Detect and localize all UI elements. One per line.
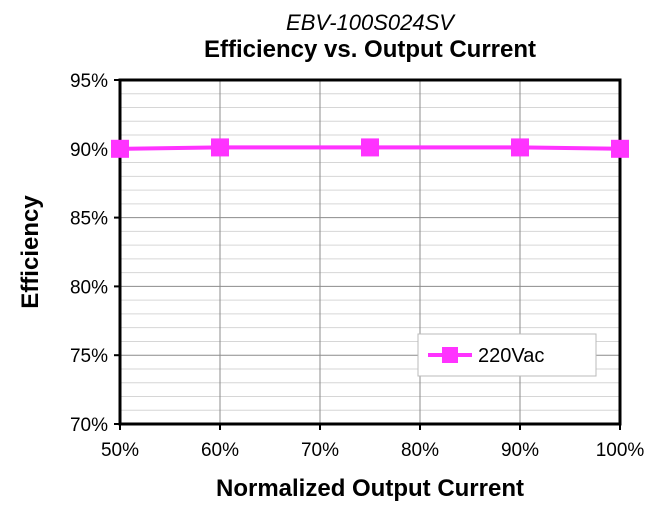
series-layer <box>111 138 629 158</box>
y-tick-label: 75% <box>70 346 108 367</box>
y-tick-label: 90% <box>70 140 108 161</box>
minor-gridlines <box>120 93 620 411</box>
y-tick-label: 85% <box>70 209 108 230</box>
y-tick-label: 80% <box>70 277 108 298</box>
x-tick-label: 80% <box>401 440 439 461</box>
legend: 220Vac <box>417 333 597 377</box>
data-point <box>211 138 229 157</box>
data-point <box>361 138 379 157</box>
x-tick-label: 60% <box>201 440 239 461</box>
chart-subtitle: EBV-100S024SV <box>286 10 456 35</box>
legend-marker <box>442 347 458 363</box>
x-tick-label: 70% <box>301 440 339 461</box>
x-tick-label: 100% <box>596 440 645 461</box>
y-tick-label: 95% <box>70 71 108 92</box>
x-axis-label: Normalized Output Current <box>216 475 524 502</box>
data-point <box>511 138 529 157</box>
data-point <box>611 139 629 158</box>
legend-label: 220Vac <box>478 345 544 367</box>
x-tick-label: 90% <box>501 440 539 461</box>
plot-area-border <box>118 78 622 426</box>
x-tick-label: 50% <box>101 440 139 461</box>
x-axis-ticks: 50% 60% 70% 80% 90% 100% <box>101 424 644 461</box>
y-tick-label: 70% <box>70 415 108 436</box>
data-point <box>111 139 129 158</box>
y-axis-ticks: 70% 75% 80% 85% 90% 95% <box>70 71 120 436</box>
y-axis-label: Efficiency <box>17 195 44 309</box>
chart-title: Efficiency vs. Output Current <box>204 36 536 63</box>
